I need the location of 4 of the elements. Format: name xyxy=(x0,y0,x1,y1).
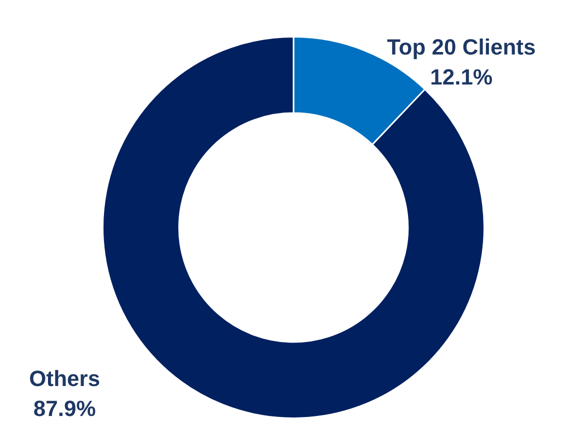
data-label: 87.9% xyxy=(33,396,96,422)
data-label: 12.1% xyxy=(430,64,493,90)
slice-label: Top 20 Clients xyxy=(386,34,536,60)
slice-label: Others xyxy=(29,366,100,392)
